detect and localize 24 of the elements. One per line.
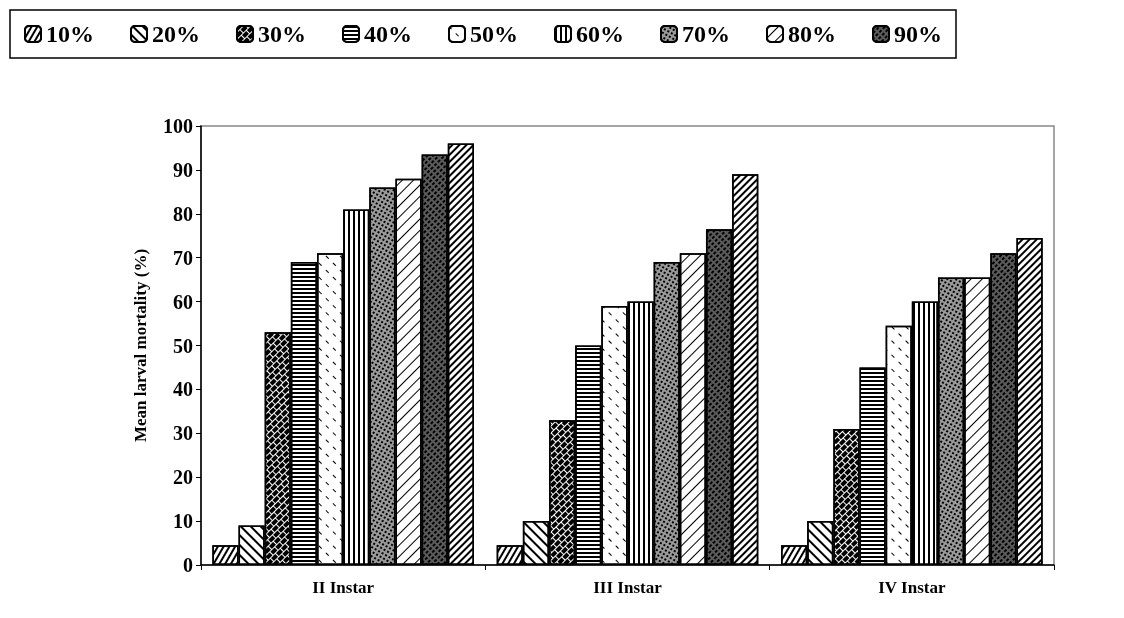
y-tick-label: 80 xyxy=(173,202,193,225)
y-axis-title: Mean larval mortality (%) xyxy=(131,248,150,443)
legend-label: 80% xyxy=(788,21,836,47)
x-tick-label: III Instar xyxy=(593,578,663,597)
y-tick-label: 0 xyxy=(183,554,193,576)
legend-label: 60% xyxy=(576,21,624,47)
legend-label: 70% xyxy=(682,21,730,47)
y-tick-label: 90 xyxy=(173,158,193,181)
y-tick-label: 70 xyxy=(173,246,193,269)
legend-label: 90% xyxy=(894,21,942,47)
legend-label: 10% xyxy=(46,21,94,47)
y-tick-label: 40 xyxy=(173,378,193,401)
x-tick-label: IV Instar xyxy=(878,578,946,597)
x-tick-label: II Instar xyxy=(312,578,375,597)
y-tick-label: 10 xyxy=(173,510,193,533)
y-tick-label: 20 xyxy=(173,466,193,489)
legend-label: 40% xyxy=(364,21,412,47)
y-tick-label: 100 xyxy=(163,115,193,137)
legend-label: 30% xyxy=(258,21,306,47)
y-tick-label: 60 xyxy=(173,290,193,313)
legend-label: 20% xyxy=(152,21,200,47)
y-tick-label: 30 xyxy=(173,422,193,445)
y-tick-label: 50 xyxy=(173,334,193,357)
legend-label: 50% xyxy=(470,21,518,47)
